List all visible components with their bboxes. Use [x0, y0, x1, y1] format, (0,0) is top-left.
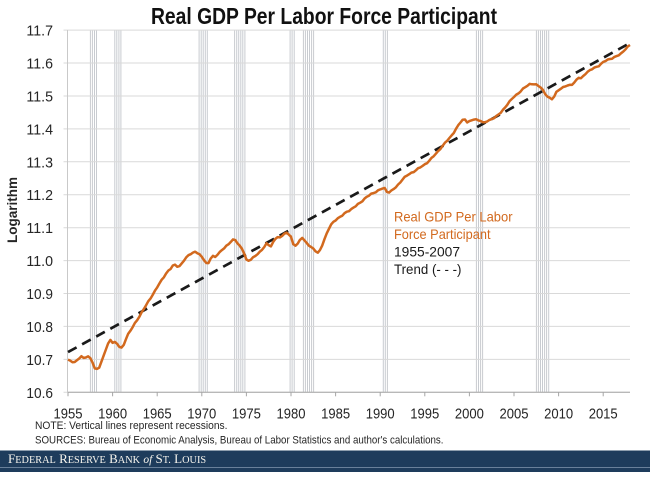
svg-text:FEDERAL RESERVE BANK of ST. LO: FEDERAL RESERVE BANK of ST. LOUIS [8, 451, 206, 466]
svg-text:11.2: 11.2 [26, 187, 53, 204]
svg-text:11.1: 11.1 [26, 220, 53, 237]
svg-text:2010: 2010 [544, 405, 573, 422]
svg-text:11.0: 11.0 [26, 253, 53, 270]
svg-text:11.4: 11.4 [26, 121, 53, 138]
svg-text:11.3: 11.3 [26, 154, 53, 171]
svg-text:10.6: 10.6 [26, 385, 53, 402]
svg-text:Logarithm: Logarithm [5, 177, 20, 243]
svg-text:2015: 2015 [589, 405, 618, 422]
svg-text:Real GDP Per Labor Force Parti: Real GDP Per Labor Force Participant [151, 3, 497, 29]
svg-text:1960: 1960 [98, 405, 127, 422]
svg-text:11.6: 11.6 [26, 56, 53, 73]
svg-text:1975: 1975 [232, 405, 261, 422]
svg-text:1970: 1970 [187, 405, 216, 422]
svg-text:1990: 1990 [366, 405, 395, 422]
svg-text:2005: 2005 [500, 405, 529, 422]
svg-text:2000: 2000 [455, 405, 484, 422]
svg-text:NOTE: Vertical lines represent: NOTE: Vertical lines represent recession… [35, 420, 228, 432]
svg-text:Real GDP Per Labor: Real GDP Per Labor [394, 209, 513, 225]
svg-text:1980: 1980 [277, 405, 306, 422]
svg-text:Force Participant: Force Participant [394, 226, 491, 242]
svg-text:11.7: 11.7 [26, 23, 53, 40]
svg-text:Trend (- - -): Trend (- - -) [394, 261, 462, 277]
svg-text:1995: 1995 [410, 405, 439, 422]
svg-text:1985: 1985 [321, 405, 350, 422]
svg-text:1955: 1955 [54, 405, 83, 422]
svg-text:10.7: 10.7 [26, 352, 53, 369]
svg-text:10.8: 10.8 [26, 319, 53, 336]
svg-text:1955-2007: 1955-2007 [394, 244, 460, 260]
svg-text:1965: 1965 [143, 405, 172, 422]
svg-text:10.9: 10.9 [26, 286, 53, 303]
svg-text:11.5: 11.5 [26, 89, 53, 106]
svg-text:SOURCES: Bureau of Economic An: SOURCES: Bureau of Economic Analysis, Bu… [35, 434, 444, 446]
